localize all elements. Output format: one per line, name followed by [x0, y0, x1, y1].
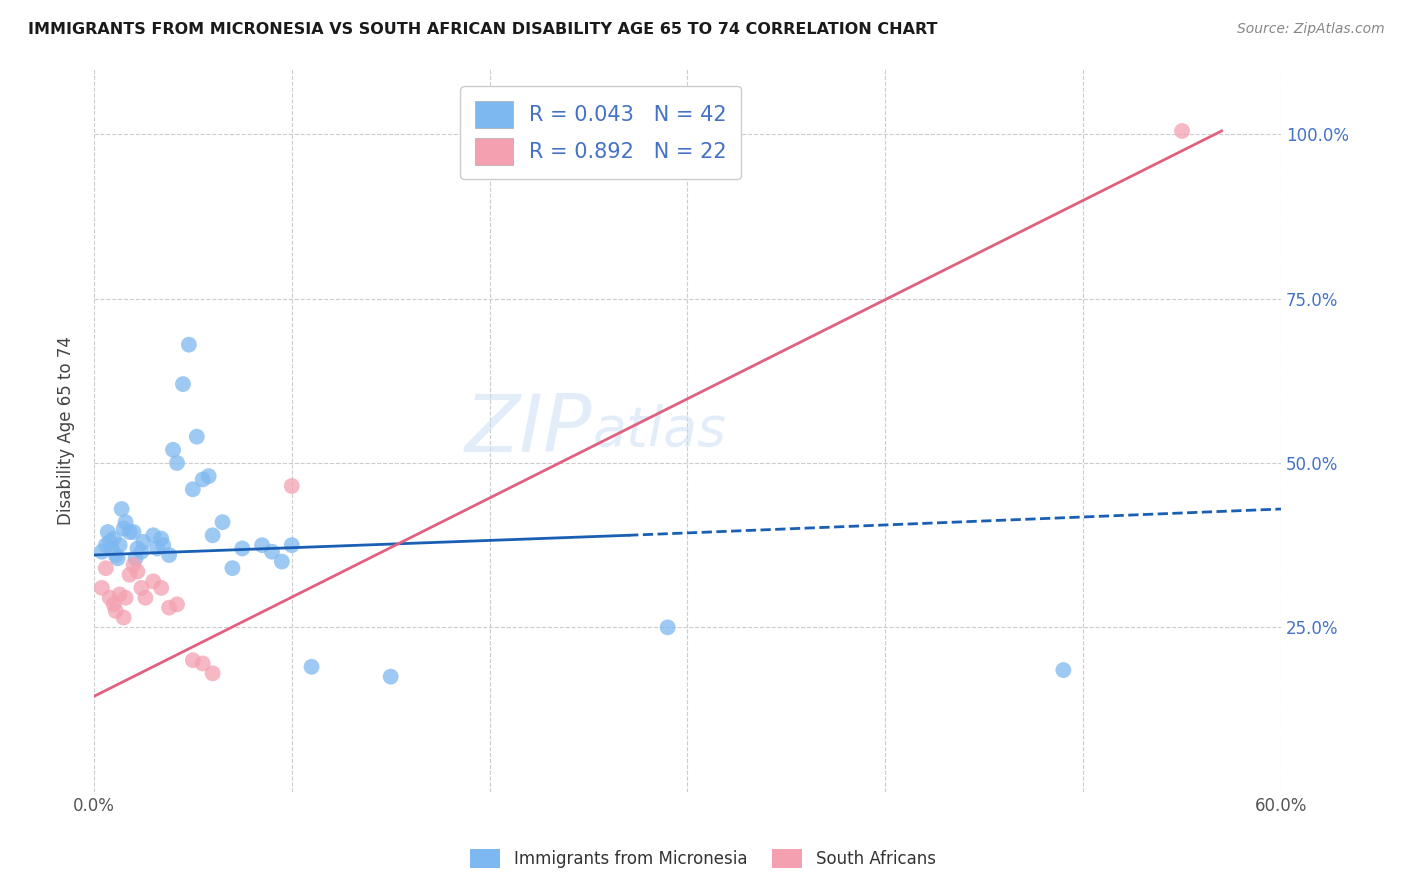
Point: [94, 538, 117, 552]
Point: [1171, 124, 1194, 138]
Point: [281, 538, 304, 552]
Point: [108, 587, 131, 601]
Point: [98, 591, 121, 605]
Point: [100, 541, 122, 556]
Point: [380, 670, 402, 684]
Point: [162, 442, 184, 457]
Point: [201, 666, 224, 681]
Text: ZIP: ZIP: [465, 391, 592, 469]
Point: [131, 581, 153, 595]
Point: [114, 515, 136, 529]
Point: [127, 541, 149, 556]
Text: atlas: atlas: [592, 403, 727, 457]
Point: [260, 545, 283, 559]
Point: [181, 653, 204, 667]
Text: IMMIGRANTS FROM MICRONESIA VS SOUTH AFRICAN DISABILITY AGE 65 TO 74 CORRELATION : IMMIGRANTS FROM MICRONESIA VS SOUTH AFRI…: [28, 22, 938, 37]
Point: [657, 620, 679, 634]
Point: [150, 532, 173, 546]
Point: [103, 532, 125, 546]
Point: [270, 555, 292, 569]
Point: [127, 565, 149, 579]
Legend: Immigrants from Micronesia, South Africans: Immigrants from Micronesia, South Africa…: [464, 842, 942, 875]
Point: [118, 567, 141, 582]
Point: [281, 479, 304, 493]
Point: [122, 524, 145, 539]
Point: [114, 591, 136, 605]
Text: Source: ZipAtlas.com: Source: ZipAtlas.com: [1237, 22, 1385, 37]
Point: [104, 548, 127, 562]
Point: [142, 528, 165, 542]
Point: [90, 581, 112, 595]
Point: [142, 574, 165, 589]
Point: [118, 524, 141, 539]
Point: [108, 538, 131, 552]
Point: [1052, 663, 1074, 677]
Y-axis label: Disability Age 65 to 74: Disability Age 65 to 74: [58, 335, 75, 524]
Point: [90, 545, 112, 559]
Point: [186, 430, 208, 444]
Point: [98, 534, 121, 549]
Point: [112, 610, 135, 624]
Point: [124, 551, 146, 566]
Point: [157, 548, 180, 562]
Point: [191, 472, 214, 486]
Point: [177, 337, 200, 351]
Point: [157, 600, 180, 615]
Point: [122, 558, 145, 572]
Point: [197, 469, 219, 483]
Point: [221, 561, 243, 575]
Point: [104, 604, 127, 618]
Point: [107, 551, 129, 566]
Point: [111, 502, 134, 516]
Point: [181, 483, 204, 497]
Point: [301, 660, 323, 674]
Point: [146, 541, 169, 556]
Point: [112, 522, 135, 536]
Point: [172, 377, 194, 392]
Point: [132, 534, 155, 549]
Point: [231, 541, 253, 556]
Point: [94, 561, 117, 575]
Point: [131, 545, 153, 559]
Point: [211, 515, 233, 529]
Point: [166, 597, 188, 611]
Point: [103, 597, 125, 611]
Legend: R = 0.043   N = 42, R = 0.892   N = 22: R = 0.043 N = 42, R = 0.892 N = 22: [460, 87, 741, 179]
Point: [191, 657, 214, 671]
Point: [150, 581, 173, 595]
Point: [250, 538, 273, 552]
Point: [134, 591, 156, 605]
Point: [97, 524, 120, 539]
Point: [201, 528, 224, 542]
Point: [152, 538, 174, 552]
Point: [166, 456, 188, 470]
